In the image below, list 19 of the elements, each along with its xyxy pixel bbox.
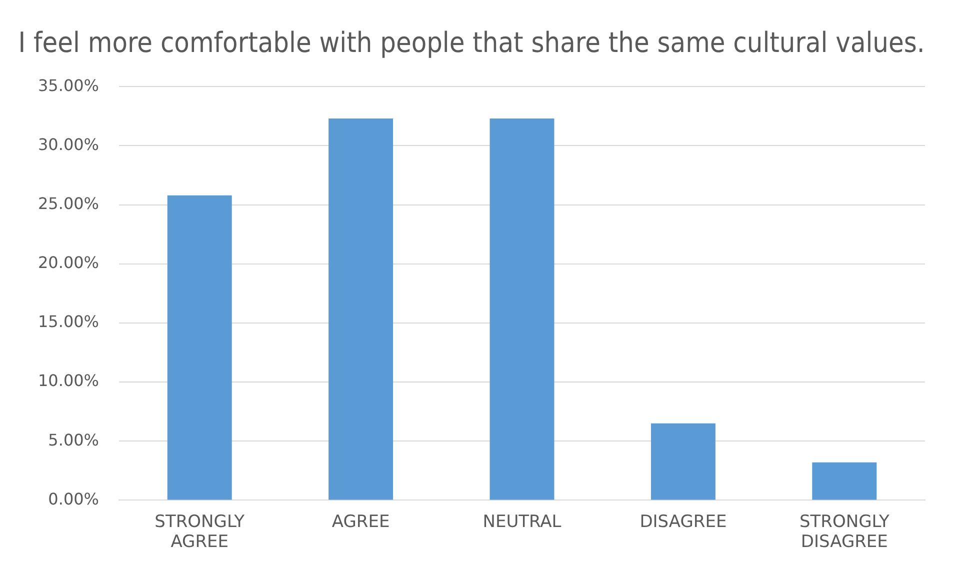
y-tick-label: 30.00% (38, 134, 100, 154)
y-tick-label: 0.00% (48, 489, 100, 508)
y-tick-label: 35.00% (38, 76, 100, 95)
bar (167, 195, 232, 500)
y-tick-label: 15.00% (38, 312, 100, 332)
x-tick-label: STRONGLY DISAGREE (799, 512, 890, 552)
y-tick-label: 25.00% (38, 194, 100, 213)
bar (490, 118, 554, 500)
bar (812, 462, 877, 500)
x-tick-label: AGREE (332, 512, 390, 532)
bar (650, 423, 716, 500)
y-tick-label: 10.00% (38, 371, 100, 390)
y-tick-label: 5.00% (48, 430, 100, 450)
y-tick-label: 20.00% (38, 253, 100, 272)
x-tick-label: NEUTRAL (482, 512, 562, 532)
x-tick-label: DISAGREE (640, 512, 727, 532)
chart-title: I feel more comfortable with people that share the same cultural values. (18, 26, 925, 60)
bar (328, 118, 394, 500)
x-tick-label: STRONGLY AGREE (154, 512, 246, 552)
